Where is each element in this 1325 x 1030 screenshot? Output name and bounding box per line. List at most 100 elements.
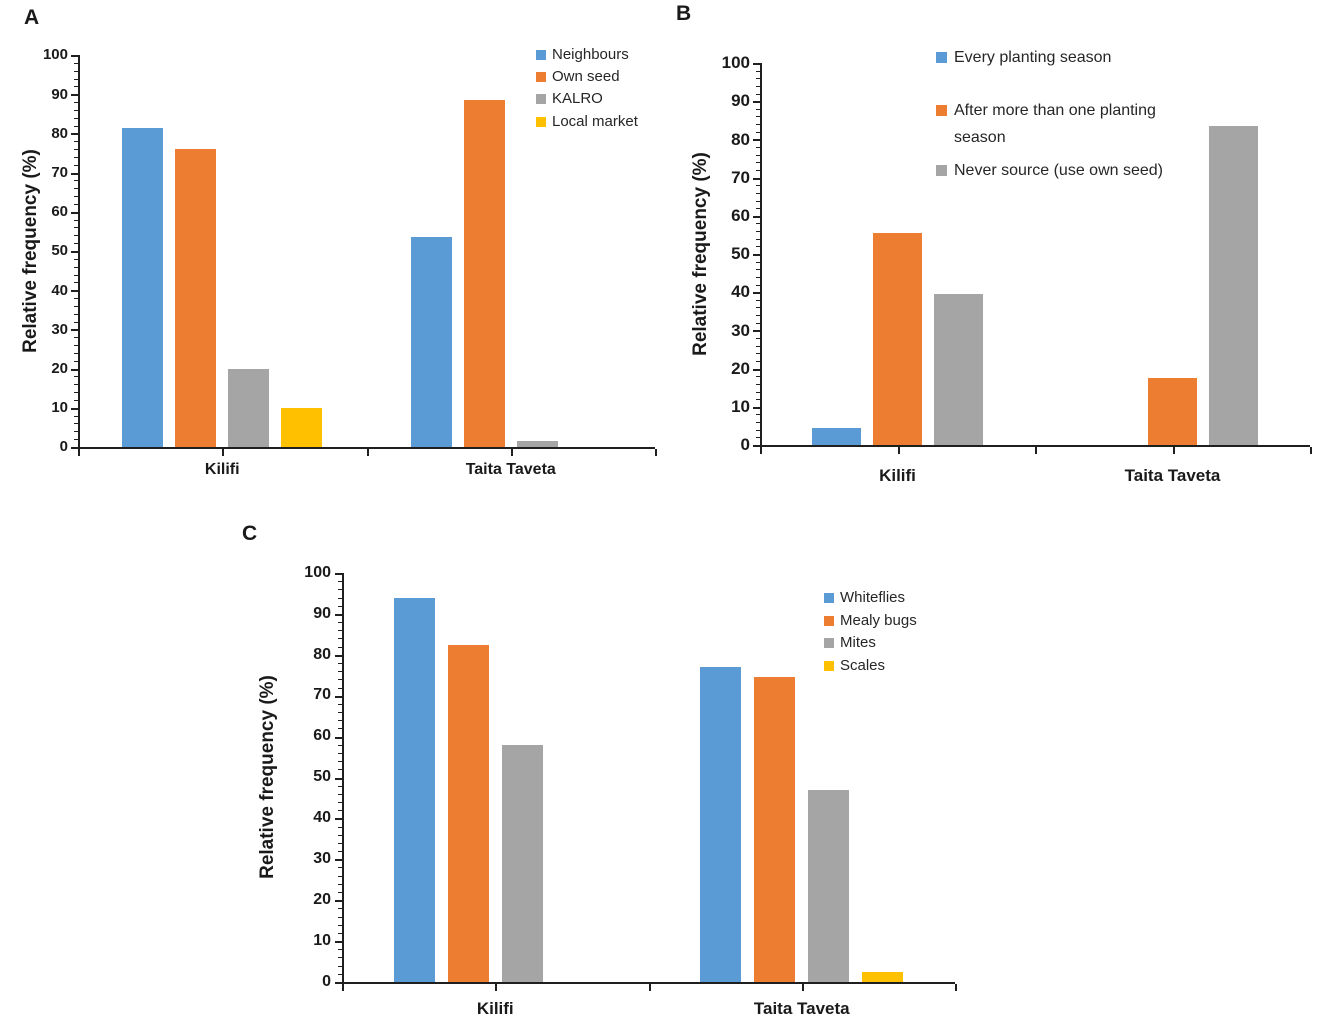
y-axis-minor-tick	[338, 785, 342, 787]
y-axis-major-tick	[753, 215, 760, 218]
y-tick-label: 100	[42, 46, 68, 64]
y-axis-minor-tick	[74, 188, 78, 190]
bar-taita-taveta-scales	[862, 971, 904, 982]
y-axis-minor-tick	[74, 321, 78, 323]
y-axis-minor-tick	[74, 235, 78, 237]
legend-swatch-neighbours	[536, 49, 546, 60]
bar-kilifi-mealy-bugs	[447, 644, 489, 982]
x-axis-tick	[1035, 447, 1037, 454]
y-axis-minor-tick	[338, 581, 342, 583]
y-axis-minor-tick	[338, 761, 342, 763]
legend-label-never-source-use-own-seed: Never source (use own seed)	[954, 162, 1163, 179]
y-axis-minor-tick	[756, 322, 760, 324]
y-axis-minor-tick	[74, 274, 78, 276]
y-axis-minor-tick	[338, 916, 342, 918]
y-axis-minor-tick	[756, 338, 760, 340]
bar-taita-taveta-after-more-than-one-planting-season	[1148, 378, 1197, 445]
y-axis-minor-tick	[338, 924, 342, 926]
legend-swatch-every-planting-season	[936, 52, 947, 63]
legend-item-after-more-than-one-planting-season: After more than one planting season	[936, 97, 1204, 151]
y-axis-minor-tick	[338, 712, 342, 714]
y-axis-minor-tick	[338, 802, 342, 804]
y-axis-minor-tick	[756, 345, 760, 347]
y-axis-minor-tick	[74, 149, 78, 151]
y-tick-label: 90	[313, 604, 331, 622]
x-axis-tick	[510, 449, 513, 456]
bar-taita-taveta-neighbours	[410, 237, 452, 447]
y-axis-minor-tick	[74, 62, 78, 64]
bar-taita-taveta-mealy-bugs	[754, 677, 796, 982]
x-axis-line	[342, 982, 955, 984]
y-axis-minor-tick	[74, 203, 78, 205]
y-axis-major-tick	[335, 654, 342, 657]
y-axis-minor-tick	[338, 867, 342, 869]
y-axis-minor-tick	[338, 622, 342, 624]
y-axis-minor-tick	[74, 384, 78, 386]
legend-item-whiteflies: Whiteflies	[824, 588, 905, 607]
y-axis-minor-tick	[338, 883, 342, 885]
legend-label-own-seed: Own seed	[552, 68, 620, 85]
y-axis-minor-tick	[756, 391, 760, 393]
y-axis-minor-tick	[74, 298, 78, 300]
y-axis-major-tick	[753, 368, 760, 371]
y-tick-label: 0	[59, 438, 68, 456]
y-tick-label: 30	[313, 850, 331, 868]
y-tick-label: 90	[51, 85, 68, 103]
y-axis-minor-tick	[338, 932, 342, 934]
y-tick-label: 30	[731, 320, 750, 340]
y-axis-minor-tick	[756, 376, 760, 378]
bar-kilifi-local-market	[281, 407, 323, 447]
y-tick-label: 60	[313, 727, 331, 745]
y-axis-major-tick	[753, 63, 760, 65]
bar-taita-taveta-whiteflies	[700, 667, 742, 982]
y-axis-minor-tick	[756, 429, 760, 431]
y-axis-minor-tick	[756, 223, 760, 225]
y-axis-major-tick	[335, 941, 342, 944]
legend-swatch-kalro	[536, 93, 546, 104]
y-axis-minor-tick	[338, 744, 342, 746]
y-axis-minor-tick	[338, 965, 342, 967]
x-axis-tick	[222, 449, 225, 456]
x-axis-tick	[1172, 447, 1175, 454]
y-axis-minor-tick	[756, 299, 760, 301]
x-axis-tick	[955, 984, 957, 991]
x-axis-tick	[78, 449, 80, 456]
legend-swatch-scales	[824, 660, 834, 671]
y-axis-minor-tick	[74, 117, 78, 119]
y-tick-label: 80	[313, 645, 331, 663]
y-axis-line	[760, 63, 762, 447]
y-axis-minor-tick	[74, 266, 78, 268]
legend-label-kalro: KALRO	[552, 90, 603, 107]
y-axis-minor-tick	[74, 352, 78, 354]
y-axis-major-tick	[335, 695, 342, 698]
y-tick-label: 70	[731, 167, 750, 187]
y-axis-minor-tick	[756, 238, 760, 240]
y-axis-minor-tick	[338, 687, 342, 689]
y-axis-major-tick	[71, 251, 78, 253]
y-axis-minor-tick	[756, 261, 760, 263]
legend-item-every-planting-season: Every planting season	[936, 44, 1111, 71]
legend-item-never-source-use-own-seed: Never source (use own seed)	[936, 157, 1163, 184]
bar-taita-taveta-kalro	[516, 441, 558, 447]
y-tick-label: 60	[51, 203, 68, 221]
y-axis-major-tick	[71, 329, 78, 332]
y-axis-minor-tick	[74, 345, 78, 347]
bar-kilifi-never-source-use-own-seed	[934, 294, 983, 445]
y-axis-minor-tick	[756, 200, 760, 202]
y-axis-minor-tick	[74, 219, 78, 221]
y-axis-minor-tick	[74, 439, 78, 441]
bar-taita-taveta-mites	[808, 789, 850, 982]
y-axis-minor-tick	[756, 437, 760, 439]
y-tick-label: 80	[51, 124, 68, 142]
y-tick-label: 40	[313, 809, 331, 827]
y-tick-label: 60	[731, 205, 750, 225]
y-axis-major-tick	[71, 94, 78, 97]
y-axis-minor-tick	[338, 957, 342, 959]
y-tick-label: 10	[51, 399, 68, 417]
y-axis-minor-tick	[338, 646, 342, 648]
bar-kilifi-kalro	[228, 368, 270, 447]
y-tick-label: 100	[721, 53, 750, 73]
x-axis-line	[78, 447, 655, 449]
y-axis-line	[78, 55, 80, 449]
